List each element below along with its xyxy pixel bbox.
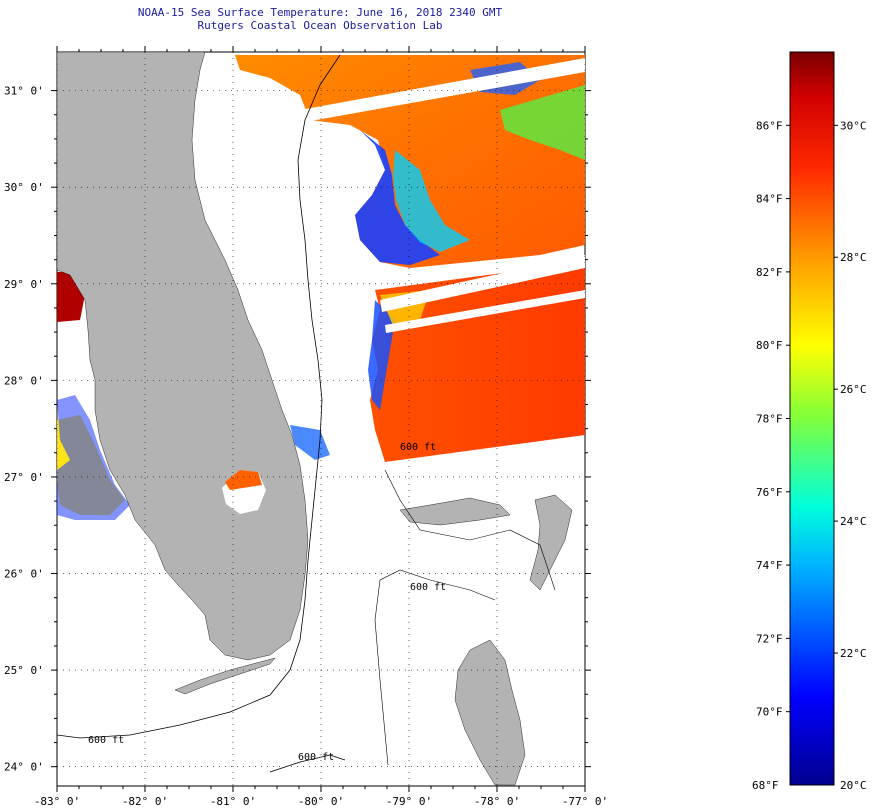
sst-coastal-cool-north: [355, 130, 440, 265]
lat-label: 30° 0': [4, 181, 44, 194]
lon-label: -78° 0': [474, 795, 520, 808]
contour-label: 600 ft: [410, 582, 446, 593]
lon-label: -82° 0': [122, 795, 168, 808]
sst-coastal-cyan-north: [393, 150, 470, 252]
contour-label: 600 ft: [400, 442, 436, 453]
colorbar-c-label: 28°C: [840, 251, 867, 264]
swath-gap: [300, 58, 585, 122]
lon-label: -83° 0': [34, 795, 80, 808]
lon-label: -77° 0': [562, 795, 608, 808]
lat-label: 28° 0': [4, 374, 44, 387]
colorbar-f-label: 80°F: [756, 339, 783, 352]
sst-patch-green: [500, 85, 585, 160]
map-subtitle: Rutgers Coastal Ocean Observation Lab: [197, 19, 443, 32]
colorbar-c-label: 22°C: [840, 647, 867, 660]
colorbar-c-label: 30°C: [840, 119, 867, 132]
lake-okeechobee-sst: [225, 470, 262, 490]
map-title: NOAA-15 Sea Surface Temperature: June 16…: [137, 6, 503, 19]
lat-label: 27° 0': [4, 471, 44, 484]
abaco: [529, 494, 573, 591]
bank-outline: [384, 469, 556, 591]
colorbar-f-label: 70°F: [756, 706, 783, 719]
swath-gap: [380, 255, 585, 312]
colorbar-f-label: 82°F: [756, 266, 783, 279]
colorbar-f-label: 78°F: [756, 413, 783, 426]
colorbar: [789, 51, 835, 786]
lon-label: -81° 0': [210, 795, 256, 808]
colorbar-f-label: 76°F: [756, 486, 783, 499]
colorbar-c-label: 24°C: [840, 515, 867, 528]
sst-west-cool: [57, 395, 130, 520]
lat-label: 26° 0': [4, 568, 44, 581]
lat-label: 24° 0': [4, 761, 44, 774]
depth-contour-600ft: [269, 754, 346, 773]
andros: [454, 639, 526, 786]
colorbar-f-label: 72°F: [756, 632, 783, 645]
contour-label: 600 ft: [88, 735, 124, 746]
colorbar-f-label: 84°F: [756, 193, 783, 206]
bank-outline: [374, 579, 389, 766]
lon-label: -79° 0': [386, 795, 432, 808]
colorbar-min-f-label: 68°F: [752, 779, 779, 792]
contour-label: 600 ft: [298, 752, 334, 763]
colorbar-f-label: 74°F: [756, 559, 783, 572]
lat-label: 25° 0': [4, 664, 44, 677]
sst-swath-central: [370, 262, 585, 462]
lon-label: -80° 0': [298, 795, 344, 808]
depth-contour-600ft: [57, 54, 341, 739]
lat-label: 31° 0': [4, 85, 44, 98]
grand-bahama: [399, 497, 511, 526]
florida-keys: [174, 657, 276, 695]
lat-label: 29° 0': [4, 278, 44, 291]
colorbar-min-c-label: 20°C: [840, 779, 867, 792]
swath-gap: [385, 290, 585, 333]
colorbar-c-label: 26°C: [840, 383, 867, 396]
colorbar-f-label: 86°F: [756, 119, 783, 132]
